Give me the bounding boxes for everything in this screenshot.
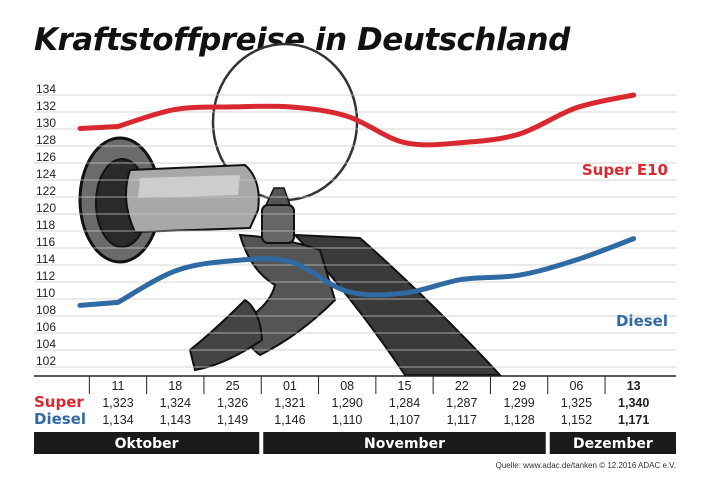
value-label: 1,284 bbox=[389, 396, 420, 410]
category-label: 01 bbox=[283, 379, 297, 393]
category-label: 22 bbox=[455, 379, 469, 393]
value-label: 1,134 bbox=[102, 413, 133, 427]
y-tick-label: 112 bbox=[36, 269, 55, 283]
y-tick-label: 108 bbox=[36, 303, 56, 317]
y-tick-label: 106 bbox=[36, 320, 56, 334]
value-label: 1,117 bbox=[447, 413, 477, 427]
y-tick-label: 134 bbox=[36, 82, 56, 96]
value-label: 1,152 bbox=[561, 413, 592, 427]
value-label: 1,340 bbox=[618, 396, 649, 410]
series-label: Diesel bbox=[616, 312, 668, 330]
month-label: Oktober bbox=[115, 436, 179, 452]
category-label: 15 bbox=[398, 379, 412, 393]
value-table: 11 18 25 01 08 15 22 29 06 13 Super 1,323 1,324 1,326… bbox=[34, 375, 676, 428]
row-label: Diesel bbox=[34, 410, 86, 428]
value-label: 1,149 bbox=[217, 413, 248, 427]
category-label: 25 bbox=[226, 379, 240, 393]
y-axis: 134 132 130 128 126 124 122 120 118 116 114 112 110 1… bbox=[36, 82, 56, 368]
category-label: 13 bbox=[627, 379, 641, 393]
value-label: 1,128 bbox=[503, 413, 534, 427]
category-label: 18 bbox=[168, 379, 182, 393]
value-label: 1,146 bbox=[274, 413, 305, 427]
month-label: Dezember bbox=[573, 436, 653, 452]
y-tick-label: 122 bbox=[36, 184, 56, 198]
month-bar bbox=[263, 432, 546, 454]
value-label: 1,143 bbox=[160, 413, 191, 427]
row-label: Super bbox=[34, 393, 84, 411]
y-tick-label: 124 bbox=[36, 167, 56, 181]
value-label: 1,107 bbox=[389, 413, 420, 427]
category-label: 29 bbox=[512, 379, 526, 393]
category-label: 06 bbox=[569, 379, 583, 393]
value-label: 1,290 bbox=[332, 396, 363, 410]
y-tick-label: 114 bbox=[36, 252, 55, 266]
series-label: Super E10 bbox=[582, 161, 668, 179]
month-label: November bbox=[364, 436, 445, 452]
category-label: 11 bbox=[112, 379, 125, 393]
value-label: 1,171 bbox=[618, 413, 649, 427]
series-line-diesel bbox=[77, 236, 637, 308]
y-tick-label: 116 bbox=[36, 235, 55, 249]
value-label: 1,287 bbox=[446, 396, 477, 410]
value-label: 1,321 bbox=[274, 396, 305, 410]
category-label: 08 bbox=[340, 379, 354, 393]
y-tick-label: 102 bbox=[36, 354, 56, 368]
month-bars: Oktober November Dezember bbox=[34, 432, 676, 454]
series-lines bbox=[77, 92, 637, 308]
value-label: 1,299 bbox=[503, 396, 534, 410]
y-tick-label: 132 bbox=[36, 99, 56, 113]
y-tick-label: 104 bbox=[36, 337, 56, 351]
fuel-nozzle-illustration bbox=[78, 42, 503, 376]
value-label: 1,323 bbox=[102, 396, 133, 410]
y-tick-label: 120 bbox=[36, 201, 56, 215]
value-label: 1,325 bbox=[561, 396, 592, 410]
y-tick-label: 130 bbox=[36, 116, 56, 130]
value-label: 1,324 bbox=[160, 396, 191, 410]
y-tick-label: 128 bbox=[36, 133, 56, 147]
value-label: 1,110 bbox=[332, 413, 362, 427]
series-line-super bbox=[77, 92, 637, 148]
value-label: 1,326 bbox=[217, 396, 248, 410]
month-bar bbox=[34, 432, 260, 454]
series-labels: Super E10 Diesel bbox=[582, 161, 668, 330]
month-bar bbox=[549, 432, 676, 454]
y-tick-label: 110 bbox=[36, 286, 55, 300]
source-note: Quelle: www.adac.de/tanken © 12.2016 ADA… bbox=[495, 461, 676, 470]
y-tick-label: 126 bbox=[36, 150, 56, 164]
y-tick-label: 118 bbox=[36, 218, 55, 232]
